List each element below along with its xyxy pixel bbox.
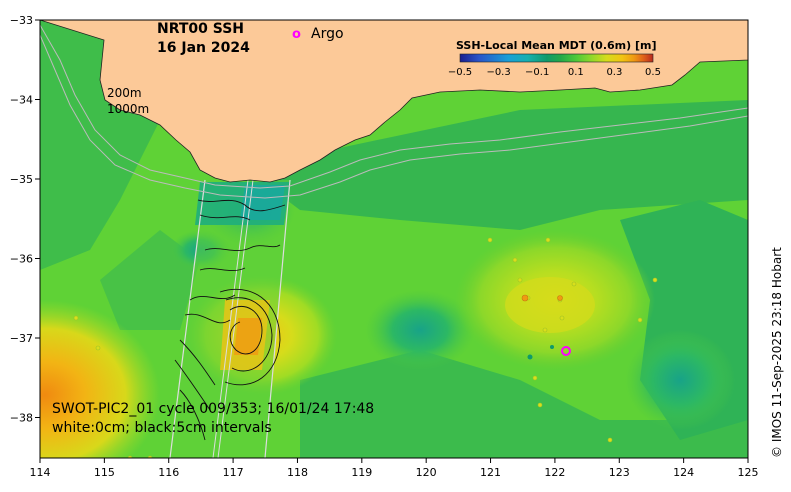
x-tick-label: 124: [673, 466, 694, 479]
imos-credit: © IMOS 11-Sep-2025 23:18 Hobart: [770, 247, 784, 458]
low-anomaly-2: [365, 290, 475, 370]
x-tick-label: 120: [416, 466, 437, 479]
y-axis: −33 −34 −35 −36 −37 −38: [10, 14, 40, 425]
warm-drifter-points: [521, 294, 563, 302]
ocean-shade-south: [300, 350, 748, 458]
isobath-200m: [40, 24, 748, 189]
y-tick-label: −36: [10, 253, 33, 266]
x-tick-label: 118: [287, 466, 308, 479]
x-tick-label: 121: [480, 466, 501, 479]
colorbar-tick-label: −0.3: [486, 67, 510, 78]
x-tick-label: 123: [609, 466, 630, 479]
colorbar-label: SSH-Local Mean MDT (0.6m) [m]: [456, 39, 656, 52]
colorbar-ticks: −0.5 −0.3 −0.1 0.1 0.3 0.5: [448, 67, 661, 78]
eddy-east-core: [505, 277, 595, 333]
argo-float-marker: [561, 346, 571, 356]
y-tick-label: −34: [10, 94, 33, 107]
y-tick-label: −33: [10, 14, 33, 27]
colorbar-ramp: [459, 53, 654, 63]
y-tick-label: −35: [10, 173, 33, 186]
isobath-1000m: [40, 34, 748, 199]
x-tick-label: 114: [30, 466, 51, 479]
colorbar-tick-label: 0.3: [606, 67, 622, 78]
argo-legend-marker: o: [292, 27, 301, 42]
low-anomaly-3: [625, 330, 735, 430]
x-tick-label: 122: [544, 466, 565, 479]
x-tick-label: 125: [738, 466, 759, 479]
colorbar-tick-label: 0.5: [645, 67, 661, 78]
plot-border: [39, 19, 749, 459]
map-title-line2: 16 Jan 2024: [157, 40, 250, 56]
swot-contour-annotation: white:0cm; black:5cm intervals: [52, 420, 272, 436]
ocean-shade-shelf: [220, 100, 748, 230]
surface-drifter-points: [73, 237, 658, 458]
y-tick-label: −38: [10, 412, 33, 425]
swot-pass-annotation: SWOT-PIC2_01 cycle 009/353; 16/01/24 17:…: [52, 401, 374, 417]
map-plot-area: [40, 20, 748, 458]
colorbar: SSH-Local Mean MDT (0.6m) [m] −0.5 −0.3 −0…: [448, 39, 661, 78]
isobath-label-200m: 200m: [107, 86, 142, 100]
x-axis: 114 115 116 117 118 119 120 121 122 123 124 125: [30, 458, 759, 479]
argo-legend-label: Argo: [311, 26, 344, 42]
swot-swath: [169, 179, 291, 458]
x-tick-label: 115: [94, 466, 115, 479]
colorbar-tick-label: −0.1: [525, 67, 549, 78]
eddy-west: [40, 300, 160, 458]
x-tick-label: 116: [158, 466, 179, 479]
colorbar-tick-label: −0.5: [448, 67, 472, 78]
x-tick-label: 119: [351, 466, 372, 479]
map-title-line1: NRT00 SSH: [157, 21, 244, 37]
isobath-label-1000m: 1000m: [107, 102, 149, 116]
y-tick-label: −37: [10, 332, 33, 345]
low-drifter-points: [527, 345, 554, 360]
x-tick-label: 117: [223, 466, 244, 479]
colorbar-tick-label: 0.1: [568, 67, 584, 78]
